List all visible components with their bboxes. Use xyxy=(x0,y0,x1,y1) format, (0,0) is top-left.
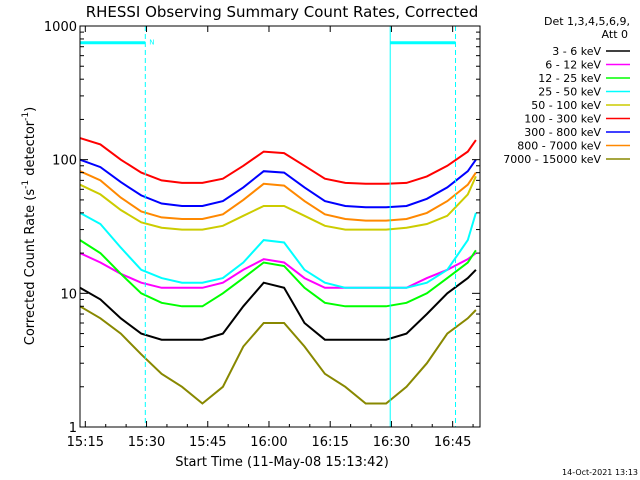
x-tick-label-0: 15:15 xyxy=(67,435,104,450)
x-tick-label-6: 16:45 xyxy=(434,435,471,450)
y-tick-label-1: 10 xyxy=(60,287,77,302)
series-line-1 xyxy=(79,252,477,289)
legend-label-4: 50 - 100 keV xyxy=(531,99,601,112)
y-tick-label-0: 1 xyxy=(69,421,77,436)
y-axis-ticks: 1 10 100 1000 xyxy=(44,20,480,436)
x-tick-label-1: 15:30 xyxy=(128,435,165,450)
legend-label-2: 12 - 25 keV xyxy=(538,72,601,85)
series-layer xyxy=(79,137,477,405)
footer-timestamp: 14-Oct-2021 13:13 xyxy=(562,468,638,477)
y-axis-label-base: Corrected Count Rate (s xyxy=(23,189,38,346)
series-line-4 xyxy=(79,175,477,231)
x-tick-label-2: 15:45 xyxy=(189,435,226,450)
y-axis-label-mid: detector xyxy=(23,120,38,180)
legend-label-3: 25 - 50 keV xyxy=(538,86,601,99)
x-axis-ticks: 15:15 15:30 15:45 16:00 16:15 16:30 16:45 xyxy=(67,26,474,450)
x-tick-label-4: 16:15 xyxy=(311,435,348,450)
y-tick-label-3: 1000 xyxy=(44,20,77,35)
legend-label-0: 3 - 6 keV xyxy=(552,45,601,58)
legend-label-1: 6 - 12 keV xyxy=(545,59,601,72)
series-line-5 xyxy=(79,137,477,185)
y-axis-label-end: ) xyxy=(23,107,38,112)
legend-label-6: 300 - 800 keV xyxy=(524,126,601,139)
y-axis-label-exp1: -1 xyxy=(21,180,31,189)
series-line-2 xyxy=(79,239,477,308)
series-line-7 xyxy=(79,170,477,222)
series-line-6 xyxy=(79,158,477,209)
legend-label-8: 7000 - 15000 keV xyxy=(503,153,601,166)
chart-title: RHESSI Observing Summary Count Rates, Co… xyxy=(86,3,479,21)
series-line-0 xyxy=(79,269,477,341)
x-axis-label: Start Time (11-May-08 15:13:42) xyxy=(175,455,389,470)
y-axis-label-exp2: -1 xyxy=(21,112,31,121)
legend-header-line2: Att 0 xyxy=(602,28,628,41)
legend-label-7: 800 - 7000 keV xyxy=(517,140,601,153)
series-line-3 xyxy=(79,212,477,289)
series-line-8 xyxy=(79,305,477,405)
y-axis-label: Corrected Count Rate (s-1 detector-1) xyxy=(21,107,38,345)
legend-label-5: 100 - 300 keV xyxy=(524,113,601,126)
night-bar-label-0: N xyxy=(149,39,154,47)
legend-header-line1: Det 1,3,4,5,6,9, xyxy=(544,15,630,28)
y-tick-label-2: 100 xyxy=(52,154,77,169)
plot-frame xyxy=(79,25,481,428)
x-tick-label-5: 16:30 xyxy=(373,435,410,450)
x-tick-label-3: 16:00 xyxy=(250,435,287,450)
